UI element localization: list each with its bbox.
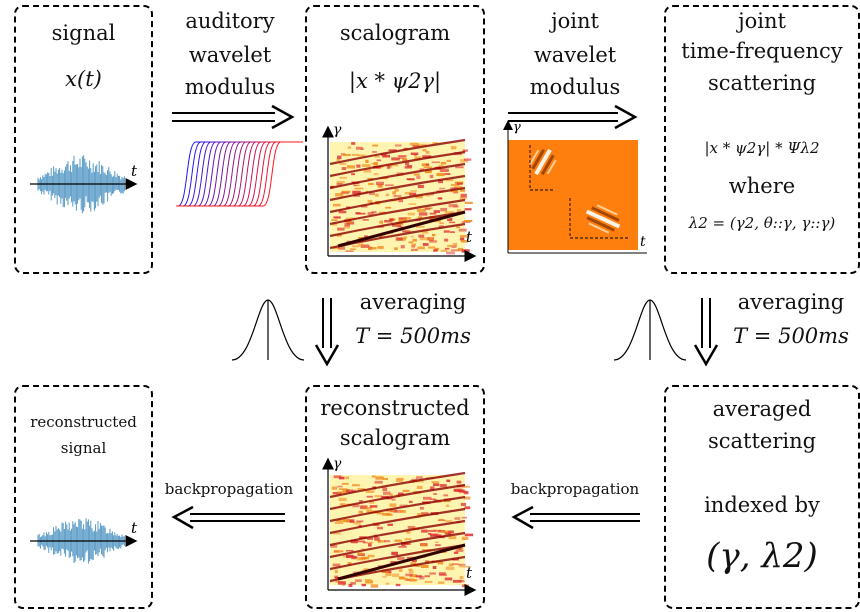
scalogram-t-label: t	[466, 228, 473, 246]
backprop-right-label: backpropagation	[510, 480, 640, 498]
wavelet-1	[529, 148, 557, 176]
wavelet-2	[585, 204, 621, 234]
joint-lambda-def: λ2 = (γ2, θ::γ, γ::γ)	[688, 214, 836, 232]
joint-title-3: scattering	[707, 71, 817, 95]
gaussian-right	[613, 299, 687, 361]
signal-waveform	[37, 155, 125, 214]
scalogram-gamma-label: γ	[333, 122, 342, 138]
wavelet-annotations	[529, 145, 630, 239]
auditory-label-2: wavelet	[188, 43, 272, 67]
signal-title: signal	[51, 21, 116, 45]
recon-scalogram-line2: scalogram	[339, 426, 451, 450]
joint-wavelet-image	[508, 140, 638, 250]
arrow-auditory	[172, 104, 295, 130]
arrow-backprop-left	[171, 505, 285, 530]
recon-scalogram-line1: reconstructed	[320, 396, 470, 420]
box-averaged-scattering	[664, 385, 860, 609]
recon-signal-waveform	[37, 518, 125, 564]
joint-t-label: t	[640, 234, 646, 250]
averaging-right-label-2: T = 500ms	[733, 324, 849, 348]
signal-formula: x(t)	[65, 67, 102, 91]
avg-scattering-line2: scattering	[707, 429, 817, 453]
arrow-joint-wavelet	[508, 104, 638, 130]
avg-scattering-line1: averaged	[712, 397, 812, 421]
joint-title-1: joint	[738, 9, 786, 33]
box-joint-scattering	[664, 5, 860, 274]
scalogram-title: scalogram	[339, 21, 451, 45]
box-reconstructed-signal	[14, 385, 153, 609]
averaging-right-label-1: averaging	[737, 290, 845, 314]
box-scalogram	[305, 5, 485, 274]
avg-scattering-index: (γ, λ2)	[706, 536, 818, 576]
joint-wavelet-label-2: wavelet	[533, 43, 617, 67]
auditory-label-1: auditory	[185, 9, 275, 33]
arrow-backprop-right	[511, 505, 640, 530]
box-reconstructed-scalogram	[305, 385, 485, 609]
auditory-label-3: modulus	[184, 75, 276, 99]
avg-scattering-line3: indexed by	[704, 493, 820, 517]
joint-formula: |x * ψ2γ| * Ψλ2	[704, 139, 820, 157]
averaging-left-label-1: averaging	[359, 290, 467, 314]
joint-gamma-label: γ	[513, 120, 521, 135]
joint-wavelet-label-1: joint	[551, 9, 599, 33]
joint-where: where	[728, 174, 796, 198]
recon-signal-line1: reconstructed	[30, 413, 137, 431]
joint-wavelet-label-3: modulus	[529, 75, 621, 99]
box-signal	[14, 5, 153, 274]
recon-signal-t-label: t	[131, 519, 138, 537]
signal-t-label: t	[131, 162, 138, 180]
arrow-averaging-right	[693, 298, 719, 367]
recon-scalogram-t-label: t	[466, 564, 473, 582]
recon-signal-line2: signal	[60, 439, 107, 457]
scalogram-formula: |x * ψ2γ|	[348, 69, 442, 93]
arrow-averaging-left	[314, 298, 340, 367]
recon-scalogram-gamma-label: γ	[333, 456, 342, 472]
backprop-left-label: backpropagation	[164, 480, 294, 498]
joint-title-2: time-frequency	[681, 39, 843, 63]
averaging-left-label-2: T = 500ms	[355, 324, 471, 348]
gaussian-left	[231, 299, 305, 361]
filterbank-icon	[176, 141, 303, 207]
scalogram-ridges	[329, 138, 473, 255]
